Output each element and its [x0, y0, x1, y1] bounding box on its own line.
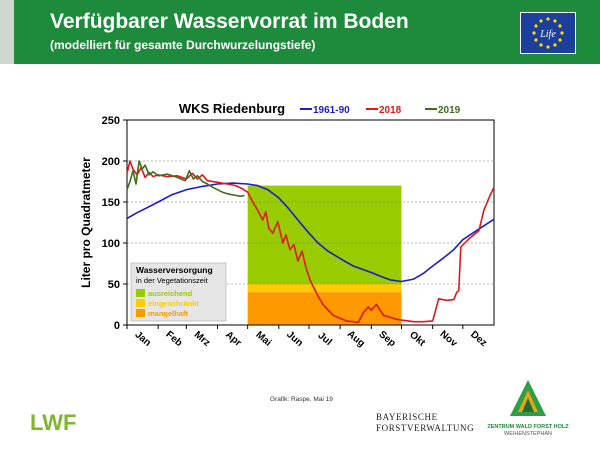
x-tick-label: Sep: [376, 329, 397, 349]
y-tick-label: 0: [114, 320, 120, 332]
zone-legend-label: ausreichend: [148, 289, 193, 298]
eu-stars-icon: [532, 17, 564, 49]
x-tick-label: Feb: [164, 329, 185, 349]
x-tick-label: Jan: [133, 329, 153, 349]
x-tick-label: Apr: [223, 329, 243, 349]
chart-title: WKS Riedenburg: [179, 101, 285, 116]
series-line-2018: [126, 160, 495, 324]
x-tick-label: Dez: [468, 329, 489, 349]
x-tick-label: Nov: [438, 329, 460, 350]
zone-legend-label: eingeschränkt: [148, 299, 199, 308]
x-tick-label: Mrz: [192, 329, 212, 349]
y-tick-label: 50: [108, 279, 120, 291]
y-tick-label: 250: [102, 115, 120, 127]
series-line-2019: [126, 160, 245, 198]
zone-legend-swatch: [136, 289, 145, 297]
zone-ausreichend: [247, 185, 402, 284]
header-bar: Verfügbarer Wasservorrat im Boden (model…: [0, 0, 600, 64]
zentrum-logo-text: ZENTRUM WALD FORST HOLZ WEIHENSTEPHAN: [478, 424, 578, 438]
page-subtitle: (modelliert für gesamte Durchwurzelungst…: [50, 38, 316, 52]
bayern-logo-line2: FORSTVERWALTUNG: [376, 423, 475, 433]
chart-credit: Grafik: Raspe, Mai 19: [270, 396, 333, 403]
y-tick-label: 100: [102, 238, 120, 250]
x-tick-label: Jul: [316, 330, 334, 348]
plot-frame: [126, 119, 495, 326]
series-line-1961-90: [126, 182, 495, 283]
lwf-logo: LWF: [30, 410, 76, 434]
bayern-logo-line1: BAYERISCHE: [376, 412, 438, 422]
legend-label-2019: 2019: [438, 105, 461, 116]
zone-mangelhaft: [247, 292, 402, 325]
eu-life-logo: Life: [520, 12, 576, 54]
x-tick-label: Mai: [253, 330, 273, 349]
water-chart: 0 50 100 150 200 250 Jan Feb Mrz Apr Mai Jun Jul Aug S…: [79, 101, 495, 350]
x-tick-label: Jun: [284, 329, 305, 349]
zone-legend-subtitle: in der Vegetationszeit: [136, 276, 209, 285]
zone-legend-label: mangelhaft: [148, 309, 189, 318]
x-tick-label: Okt: [407, 330, 427, 350]
legend-label-1961-90: 1961-90: [313, 105, 350, 116]
page-title: Verfügbarer Wasservorrat im Boden: [50, 10, 409, 33]
zentrum-line1: ZENTRUM WALD FORST HOLZ: [487, 424, 569, 430]
header-stripe: [0, 0, 14, 64]
zone-legend-box: [130, 262, 227, 322]
y-tick-label: 150: [102, 197, 120, 209]
legend-label-2018: 2018: [379, 105, 402, 116]
y-axis-label: Liter pro Quadratmeter: [79, 157, 93, 288]
x-tick-label: Aug: [345, 329, 367, 350]
lwf-logo-text: LWF: [30, 410, 76, 434]
zone-legend-swatch: [136, 309, 145, 317]
y-tick-label: 200: [102, 156, 120, 168]
bayern-forst-logo: BAYERISCHE FORSTVERWALTUNG: [376, 412, 474, 434]
zone-legend-swatch: [136, 299, 145, 307]
zentrum-line2: WEIHENSTEPHAN: [504, 431, 552, 437]
zone-eingeschraenkt: [247, 284, 402, 293]
zentrum-logo-mark: [510, 380, 546, 416]
zone-legend-title: Wasserversorgung: [136, 265, 213, 275]
eu-logo-text: Life: [539, 29, 556, 40]
